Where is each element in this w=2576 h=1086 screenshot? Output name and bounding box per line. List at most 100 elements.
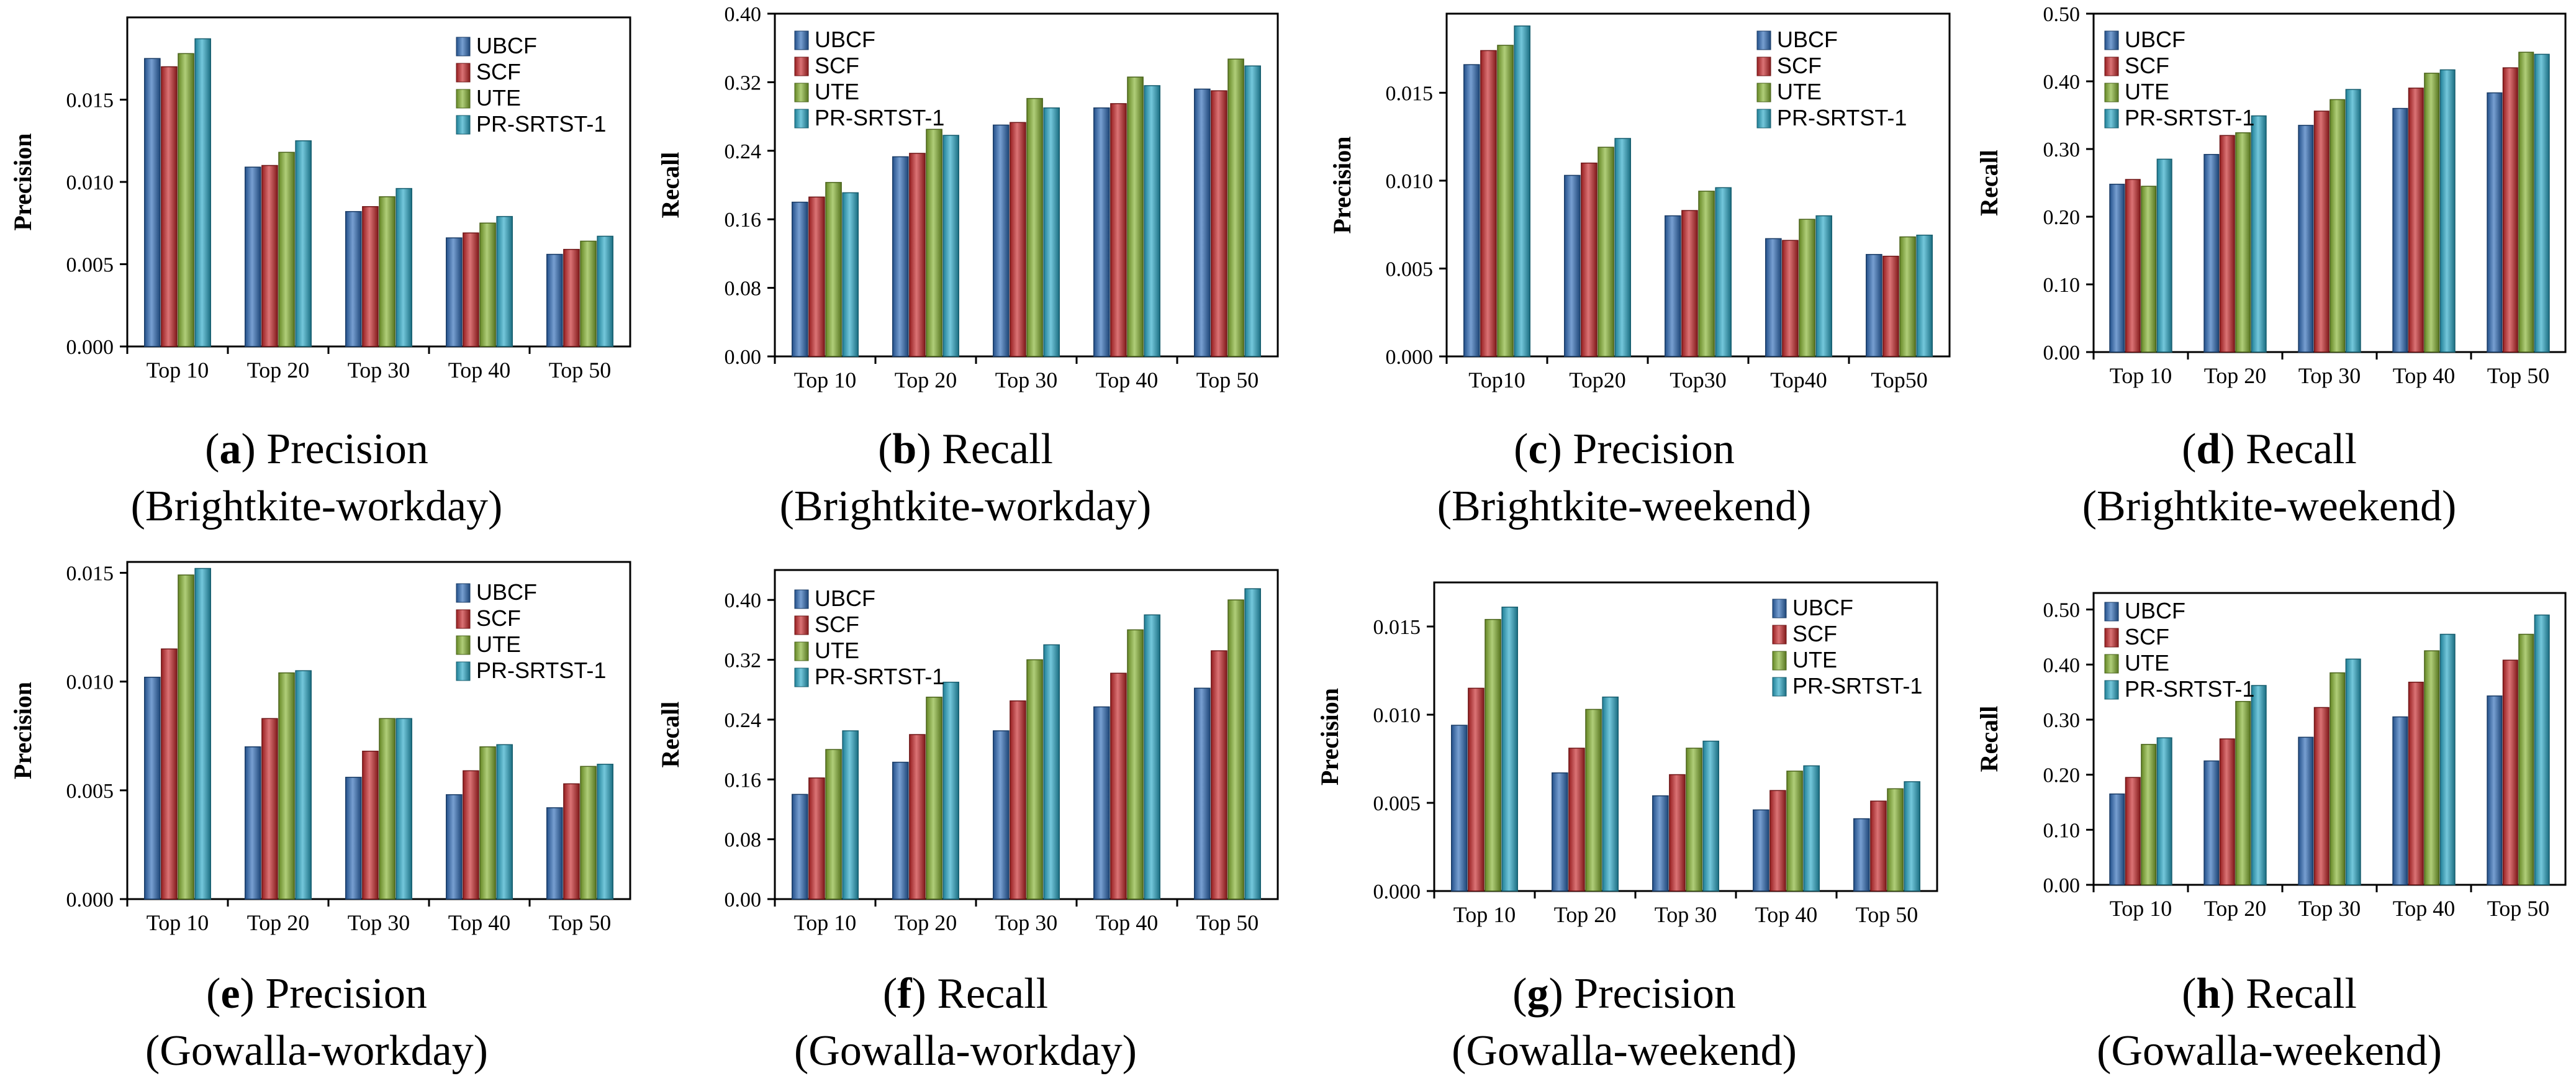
bar-ubcf bbox=[2203, 153, 2220, 353]
bar-scf bbox=[2313, 111, 2330, 353]
bar-pr-srtst-1 bbox=[395, 188, 412, 347]
x-tick-label: Top 40 bbox=[448, 910, 510, 935]
bar-scf bbox=[1468, 687, 1485, 892]
bar-scf bbox=[2502, 659, 2518, 885]
y-tick-label: 0.30 bbox=[2043, 138, 2081, 161]
bar-pr-srtst-1 bbox=[942, 681, 959, 900]
bar-scf bbox=[2125, 777, 2141, 885]
caption-letter: f bbox=[897, 970, 912, 1018]
bar-ute bbox=[1799, 219, 1815, 357]
legend-label: UBCF bbox=[2125, 598, 2185, 623]
caption-letter: a bbox=[219, 425, 242, 473]
caption-dataset: (Gowalla-workday) bbox=[145, 1027, 488, 1075]
bar-ute bbox=[926, 129, 942, 357]
x-tick-label: Top 10 bbox=[147, 358, 209, 382]
plot-frame bbox=[774, 569, 1279, 900]
bar-ute bbox=[580, 240, 597, 347]
bar-ute bbox=[1598, 147, 1614, 357]
y-axis-label: Precision bbox=[1316, 688, 1344, 785]
bar-ute bbox=[1786, 771, 1803, 892]
legend-label: SCF bbox=[476, 605, 521, 631]
legend-swatch bbox=[2104, 83, 2119, 102]
bar-ute bbox=[2330, 672, 2346, 885]
bar-scf bbox=[563, 783, 580, 900]
bar-ubcf bbox=[546, 253, 563, 347]
bar-scf bbox=[1211, 90, 1227, 357]
legend-swatch bbox=[2104, 57, 2119, 76]
bar-ubcf bbox=[993, 730, 1010, 900]
bar-ute bbox=[278, 672, 295, 900]
bar-ute bbox=[2424, 73, 2440, 353]
y-tick-label: 0.005 bbox=[1386, 258, 1434, 281]
bar-pr-srtst-1 bbox=[496, 215, 513, 347]
legend-label: SCF bbox=[1777, 53, 1822, 78]
x-tick-label: Top 50 bbox=[549, 358, 611, 382]
y-tick-label: 0.40 bbox=[725, 589, 762, 612]
y-tick-label: 0.005 bbox=[1373, 792, 1421, 815]
legend-label: UBCF bbox=[1777, 27, 1838, 52]
caption-f: (f) Recall (Gowalla-workday) bbox=[686, 966, 1245, 1080]
y-tick-label: 0.005 bbox=[66, 254, 114, 277]
caption-letter: h bbox=[2196, 970, 2221, 1018]
legend-swatch bbox=[456, 63, 471, 83]
legend-label: SCF bbox=[2125, 53, 2169, 78]
bar-ute bbox=[2518, 52, 2534, 353]
legend-label: PR-SRTST-1 bbox=[815, 105, 944, 130]
caption-dataset: (Brightkite-workday) bbox=[130, 482, 503, 530]
caption-metric: Recall bbox=[2246, 970, 2357, 1018]
caption-metric: Precision bbox=[1574, 970, 1736, 1018]
y-tick-label: 0.40 bbox=[2043, 71, 2081, 94]
bar-ute bbox=[2141, 186, 2157, 353]
bar-scf bbox=[463, 770, 479, 900]
chart-b: 0.00 0.08 0.16 0.24 0.32 0.40 Recall Top 10 Top … bbox=[656, 3, 1279, 392]
bar-pr-srtst-1 bbox=[1244, 588, 1261, 900]
caption-dataset: (Brightkite-workday) bbox=[779, 482, 1152, 530]
bar-pr-srtst-1 bbox=[2439, 69, 2456, 353]
bar-ubcf bbox=[1753, 809, 1769, 892]
y-tick-label: 0.000 bbox=[1386, 346, 1434, 369]
chart-g: 0.000 0.005 0.010 0.015 Precision Top 10 Top 2… bbox=[1316, 581, 1938, 927]
legend-label: UTE bbox=[1777, 79, 1822, 104]
y-tick-label: 0.005 bbox=[66, 780, 114, 803]
legend-swatch bbox=[456, 583, 471, 603]
caption-dataset: (Gowalla-weekend) bbox=[1452, 1027, 1797, 1075]
x-tick-label: Top 40 bbox=[1096, 910, 1158, 935]
bar-pr-srtst-1 bbox=[1602, 696, 1619, 892]
bar-ubcf bbox=[245, 166, 261, 347]
bar-ubcf bbox=[144, 676, 161, 900]
bar-pr-srtst-1 bbox=[2156, 158, 2172, 353]
chart-d: 0.00 0.10 0.20 0.30 0.40 0.50 Recall Top 10 Top … bbox=[1975, 3, 2567, 388]
x-tick-label: Top 20 bbox=[2204, 896, 2266, 921]
bar-scf bbox=[1010, 122, 1026, 357]
bar-scf bbox=[1782, 240, 1799, 357]
legend-label: PR-SRTST-1 bbox=[1777, 105, 1907, 130]
bar-ute bbox=[2141, 744, 2157, 885]
bar-ute bbox=[1698, 191, 1715, 357]
legend-swatch bbox=[2104, 109, 2119, 129]
bar-ubcf bbox=[144, 58, 161, 347]
bar-ute bbox=[1899, 236, 1916, 357]
legend-swatch bbox=[2104, 30, 2119, 50]
bar-ubcf bbox=[1451, 725, 1468, 892]
legend-label: SCF bbox=[1792, 621, 1837, 646]
bar-scf bbox=[909, 153, 926, 357]
bar-ubcf bbox=[1194, 687, 1211, 900]
x-tick-label: Top 40 bbox=[448, 358, 510, 382]
x-tick-label: Top 10 bbox=[2110, 896, 2172, 921]
bar-ubcf bbox=[2298, 736, 2314, 885]
bar-ute bbox=[379, 718, 395, 900]
bar-ubcf bbox=[1765, 238, 1782, 357]
bar-ubcf bbox=[2392, 107, 2408, 353]
chart-e: 0.000 0.005 0.010 0.015 Precision Top 10 Top 2… bbox=[9, 561, 631, 935]
bar-scf bbox=[1669, 774, 1686, 892]
bar-ute bbox=[2330, 99, 2346, 353]
x-tick-label: Top 30 bbox=[995, 910, 1057, 935]
bar-scf bbox=[2502, 67, 2518, 353]
legend-label: UTE bbox=[1792, 647, 1837, 672]
x-tick-label: Top 40 bbox=[2393, 896, 2455, 921]
caption-letter: e bbox=[220, 970, 240, 1018]
legend-swatch bbox=[456, 89, 471, 109]
bar-ubcf bbox=[792, 201, 808, 357]
x-tick-label: Top 20 bbox=[2204, 363, 2266, 388]
plot-frame bbox=[2092, 12, 2567, 353]
